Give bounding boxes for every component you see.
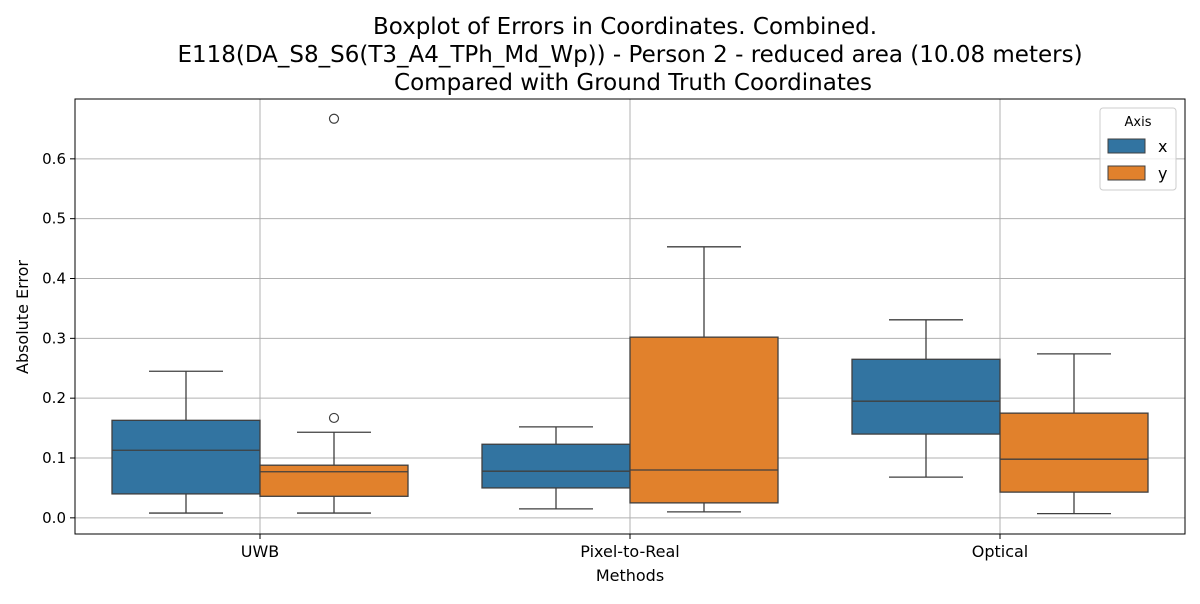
box-y-optical [999,353,1149,515]
box-body [111,419,261,495]
chart-title-line-3: Compared with Ground Truth Coordinates [394,70,872,96]
plot-frame [74,98,1186,535]
y-tick-label: 0.1 [42,449,66,467]
legend-swatch-y [1107,165,1146,181]
chart-title-line-1: Boxplot of Errors in Coordinates. Combin… [373,14,877,40]
box-body [999,412,1149,493]
box-x-pixel-to-real [481,426,631,510]
y-tick-label: 0.4 [42,270,66,288]
x-axis-label: Methods [596,566,664,585]
y-axis-label: Absolute Error [13,260,32,374]
outlier-point [328,113,340,124]
box-body [851,358,1001,435]
box-y-pixel-to-real [629,246,779,513]
legend: Axis x y [1099,107,1177,191]
chart-title-line-2: E118(DA_S8_S6(T3_A4_TPh_Md_Wp)) - Person… [177,42,1082,68]
box-body [259,464,409,497]
legend-title: Axis [1125,115,1152,130]
box-body [629,336,779,504]
box-body [481,443,631,489]
y-tick-label: 0.2 [42,389,66,407]
legend-swatch-x [1107,138,1146,154]
y-tick-label: 0.3 [42,329,66,347]
y-tick-label: 0.6 [42,150,66,168]
box-x-optical [851,319,1001,478]
x-tick-label: Optical [972,542,1029,561]
y-tick-label: 0.0 [42,509,66,527]
legend-label-y: y [1158,164,1167,183]
x-tick-label: UWB [241,542,280,561]
outlier-point [328,412,340,424]
legend-label-x: x [1158,137,1167,156]
box-x-uwb [111,370,261,514]
y-tick-label: 0.5 [42,210,66,228]
box-y-uwb [259,113,409,514]
x-tick-label: Pixel-to-Real [580,542,679,561]
